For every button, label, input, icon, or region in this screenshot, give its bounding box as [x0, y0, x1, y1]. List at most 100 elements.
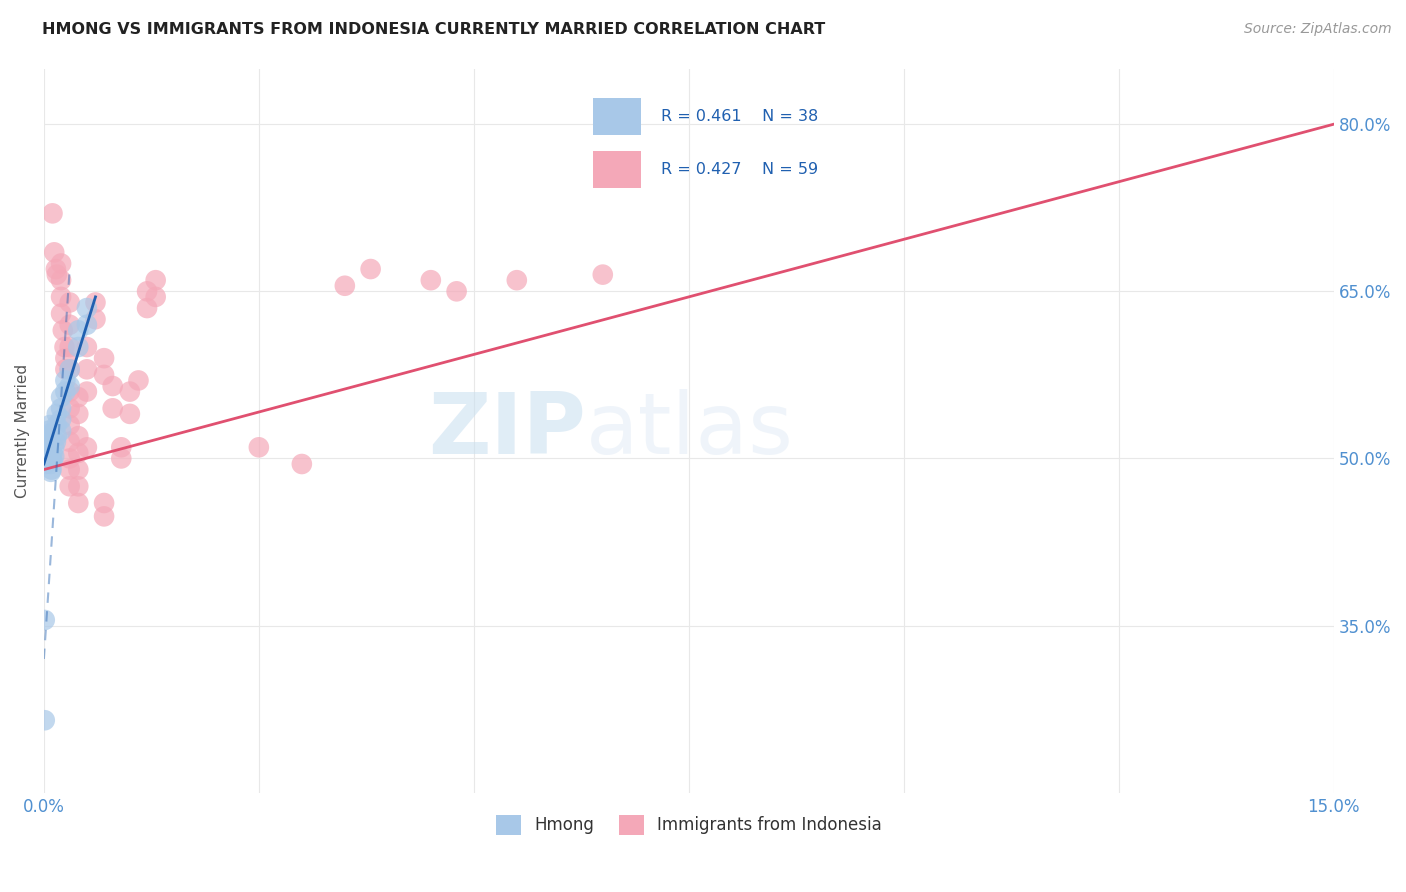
- Point: [41, 446, 63, 460]
- Point: [110, 451, 132, 466]
- Point: [38, 431, 60, 445]
- Legend: Hmong, Immigrants from Indonesia: Hmong, Immigrants from Indonesia: [496, 814, 882, 835]
- Point: [49, 424, 72, 438]
- Point: [67, 496, 90, 510]
- Point: [55, 351, 77, 366]
- Point: [37, 442, 59, 457]
- Point: [45, 262, 67, 277]
- Point: [67, 340, 90, 354]
- Point: [76, 362, 98, 376]
- Point: [76, 440, 98, 454]
- Point: [93, 496, 115, 510]
- Point: [84, 312, 107, 326]
- Point: [118, 384, 141, 399]
- Point: [59, 479, 82, 493]
- Y-axis label: Currently Married: Currently Married: [15, 364, 30, 498]
- Point: [49, 412, 72, 426]
- Point: [55, 362, 77, 376]
- Point: [34, 713, 56, 727]
- Text: ZIP: ZIP: [427, 389, 585, 472]
- Point: [41, 453, 63, 467]
- Point: [37, 434, 59, 449]
- Point: [55, 374, 77, 388]
- Point: [59, 434, 82, 449]
- Point: [76, 301, 98, 315]
- Point: [118, 407, 141, 421]
- Point: [592, 268, 614, 282]
- Point: [446, 285, 468, 299]
- Point: [93, 351, 115, 366]
- Point: [76, 384, 98, 399]
- Point: [38, 424, 60, 438]
- Point: [127, 374, 149, 388]
- Point: [59, 384, 82, 399]
- Point: [55, 384, 77, 399]
- Point: [59, 318, 82, 332]
- Point: [34, 451, 56, 466]
- Point: [59, 295, 82, 310]
- Point: [49, 401, 72, 416]
- Point: [45, 434, 67, 449]
- Point: [145, 290, 167, 304]
- Point: [34, 613, 56, 627]
- Point: [333, 278, 356, 293]
- Point: [45, 429, 67, 443]
- Point: [291, 457, 314, 471]
- Point: [59, 362, 82, 376]
- Point: [41, 451, 63, 466]
- Point: [110, 440, 132, 454]
- Point: [53, 340, 76, 354]
- Point: [67, 390, 90, 404]
- Point: [67, 462, 90, 476]
- Point: [49, 256, 72, 270]
- Point: [34, 457, 56, 471]
- Point: [49, 273, 72, 287]
- Point: [247, 440, 270, 454]
- Point: [37, 429, 59, 443]
- Point: [67, 446, 90, 460]
- Point: [41, 206, 63, 220]
- Point: [52, 323, 75, 337]
- Point: [39, 457, 62, 471]
- Point: [136, 285, 159, 299]
- Point: [45, 417, 67, 432]
- Point: [84, 295, 107, 310]
- Point: [59, 401, 82, 416]
- Point: [44, 440, 66, 454]
- Point: [76, 340, 98, 354]
- Point: [67, 323, 90, 337]
- Point: [45, 407, 67, 421]
- Point: [37, 438, 59, 452]
- Point: [67, 429, 90, 443]
- Point: [39, 465, 62, 479]
- Text: HMONG VS IMMIGRANTS FROM INDONESIA CURRENTLY MARRIED CORRELATION CHART: HMONG VS IMMIGRANTS FROM INDONESIA CURRE…: [42, 22, 825, 37]
- Text: atlas: atlas: [585, 389, 793, 472]
- Point: [59, 379, 82, 393]
- Point: [59, 362, 82, 376]
- Point: [59, 340, 82, 354]
- Point: [45, 268, 67, 282]
- Point: [41, 462, 63, 476]
- Point: [44, 245, 66, 260]
- Point: [38, 426, 60, 441]
- Point: [49, 390, 72, 404]
- Point: [136, 301, 159, 315]
- Point: [59, 417, 82, 432]
- Point: [506, 273, 529, 287]
- Point: [44, 449, 66, 463]
- Point: [35, 446, 58, 460]
- Point: [67, 407, 90, 421]
- Point: [76, 318, 98, 332]
- Point: [67, 479, 90, 493]
- Point: [101, 379, 124, 393]
- Point: [59, 462, 82, 476]
- Point: [419, 273, 441, 287]
- Point: [360, 262, 382, 277]
- Point: [93, 509, 115, 524]
- Point: [49, 307, 72, 321]
- Point: [35, 440, 58, 454]
- Point: [101, 401, 124, 416]
- Point: [145, 273, 167, 287]
- Point: [59, 451, 82, 466]
- Point: [93, 368, 115, 382]
